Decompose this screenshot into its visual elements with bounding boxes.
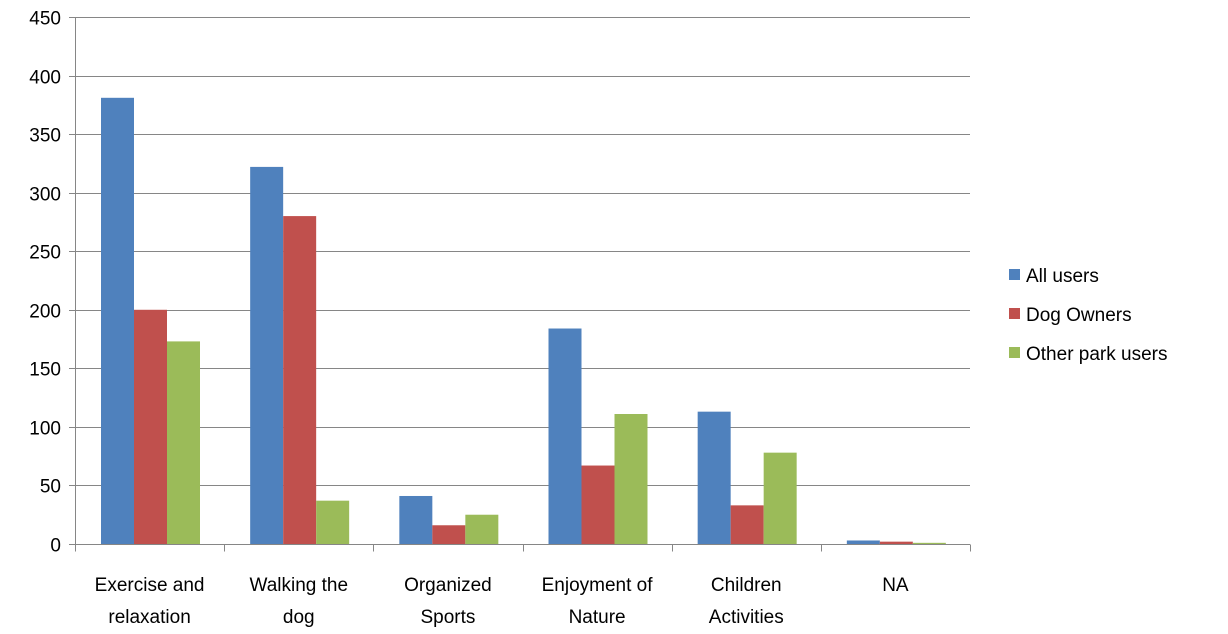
bar-other-park-users — [912, 542, 946, 544]
bar-all-users — [697, 411, 731, 544]
y-tick-label: 400 — [29, 68, 61, 89]
x-category-label: Children — [711, 575, 782, 596]
x-category-label: Exercise and — [95, 575, 205, 596]
legend: All users Dog Owners Other park users — [1009, 266, 1168, 365]
x-category-label: Sports — [420, 607, 475, 628]
bar-dog-owners — [581, 465, 615, 544]
bar-all-users — [548, 328, 582, 544]
y-tick-label: 150 — [29, 360, 61, 381]
x-category-label: Nature — [569, 607, 626, 628]
legend-label: All users — [1026, 266, 1099, 287]
bar-other-park-users — [316, 500, 350, 544]
bar-other-park-users — [763, 452, 797, 544]
x-category-label: Walking the — [249, 575, 348, 596]
axes — [69, 17, 971, 552]
bars — [101, 97, 946, 545]
bar-other-park-users — [614, 414, 648, 544]
y-tick-label: 300 — [29, 185, 61, 206]
x-category-labels: Exercise and relaxation Walking the dog Orga… — [95, 575, 909, 628]
legend-swatch — [1009, 347, 1020, 358]
y-tick-label: 100 — [29, 419, 61, 440]
gridlines — [75, 17, 970, 486]
bar-all-users — [846, 540, 880, 544]
x-category-label: relaxation — [108, 607, 190, 628]
y-tick-label: 450 — [29, 9, 61, 30]
legend-label: Dog Owners — [1026, 305, 1132, 326]
y-tick-label: 250 — [29, 243, 61, 264]
bar-dog-owners — [879, 541, 913, 544]
bar-dog-owners — [283, 216, 317, 545]
y-tick-label: 200 — [29, 302, 61, 323]
legend-swatch — [1009, 308, 1020, 319]
bar-other-park-users — [465, 514, 499, 544]
legend-swatch — [1009, 269, 1020, 280]
bar-other-park-users — [167, 341, 200, 544]
x-category-label: NA — [882, 575, 909, 596]
bar-dog-owners — [432, 525, 466, 544]
bar-dog-owners — [730, 505, 764, 544]
bar-all-users — [399, 495, 433, 544]
y-tick-label: 0 — [50, 536, 61, 557]
bar-all-users — [101, 97, 134, 544]
x-category-label: dog — [283, 607, 315, 628]
bar-all-users — [250, 166, 284, 544]
x-category-label: Organized — [404, 575, 492, 596]
bar-dog-owners — [134, 309, 167, 544]
x-category-label: Enjoyment of — [542, 575, 654, 596]
y-tick-label: 350 — [29, 126, 61, 147]
y-tick-label: 50 — [40, 477, 61, 498]
y-tick-labels: 0 50 100 150 200 250 300 350 400 450 — [29, 9, 61, 557]
x-category-label: Activities — [709, 607, 784, 628]
legend-label: Other park users — [1026, 344, 1168, 365]
